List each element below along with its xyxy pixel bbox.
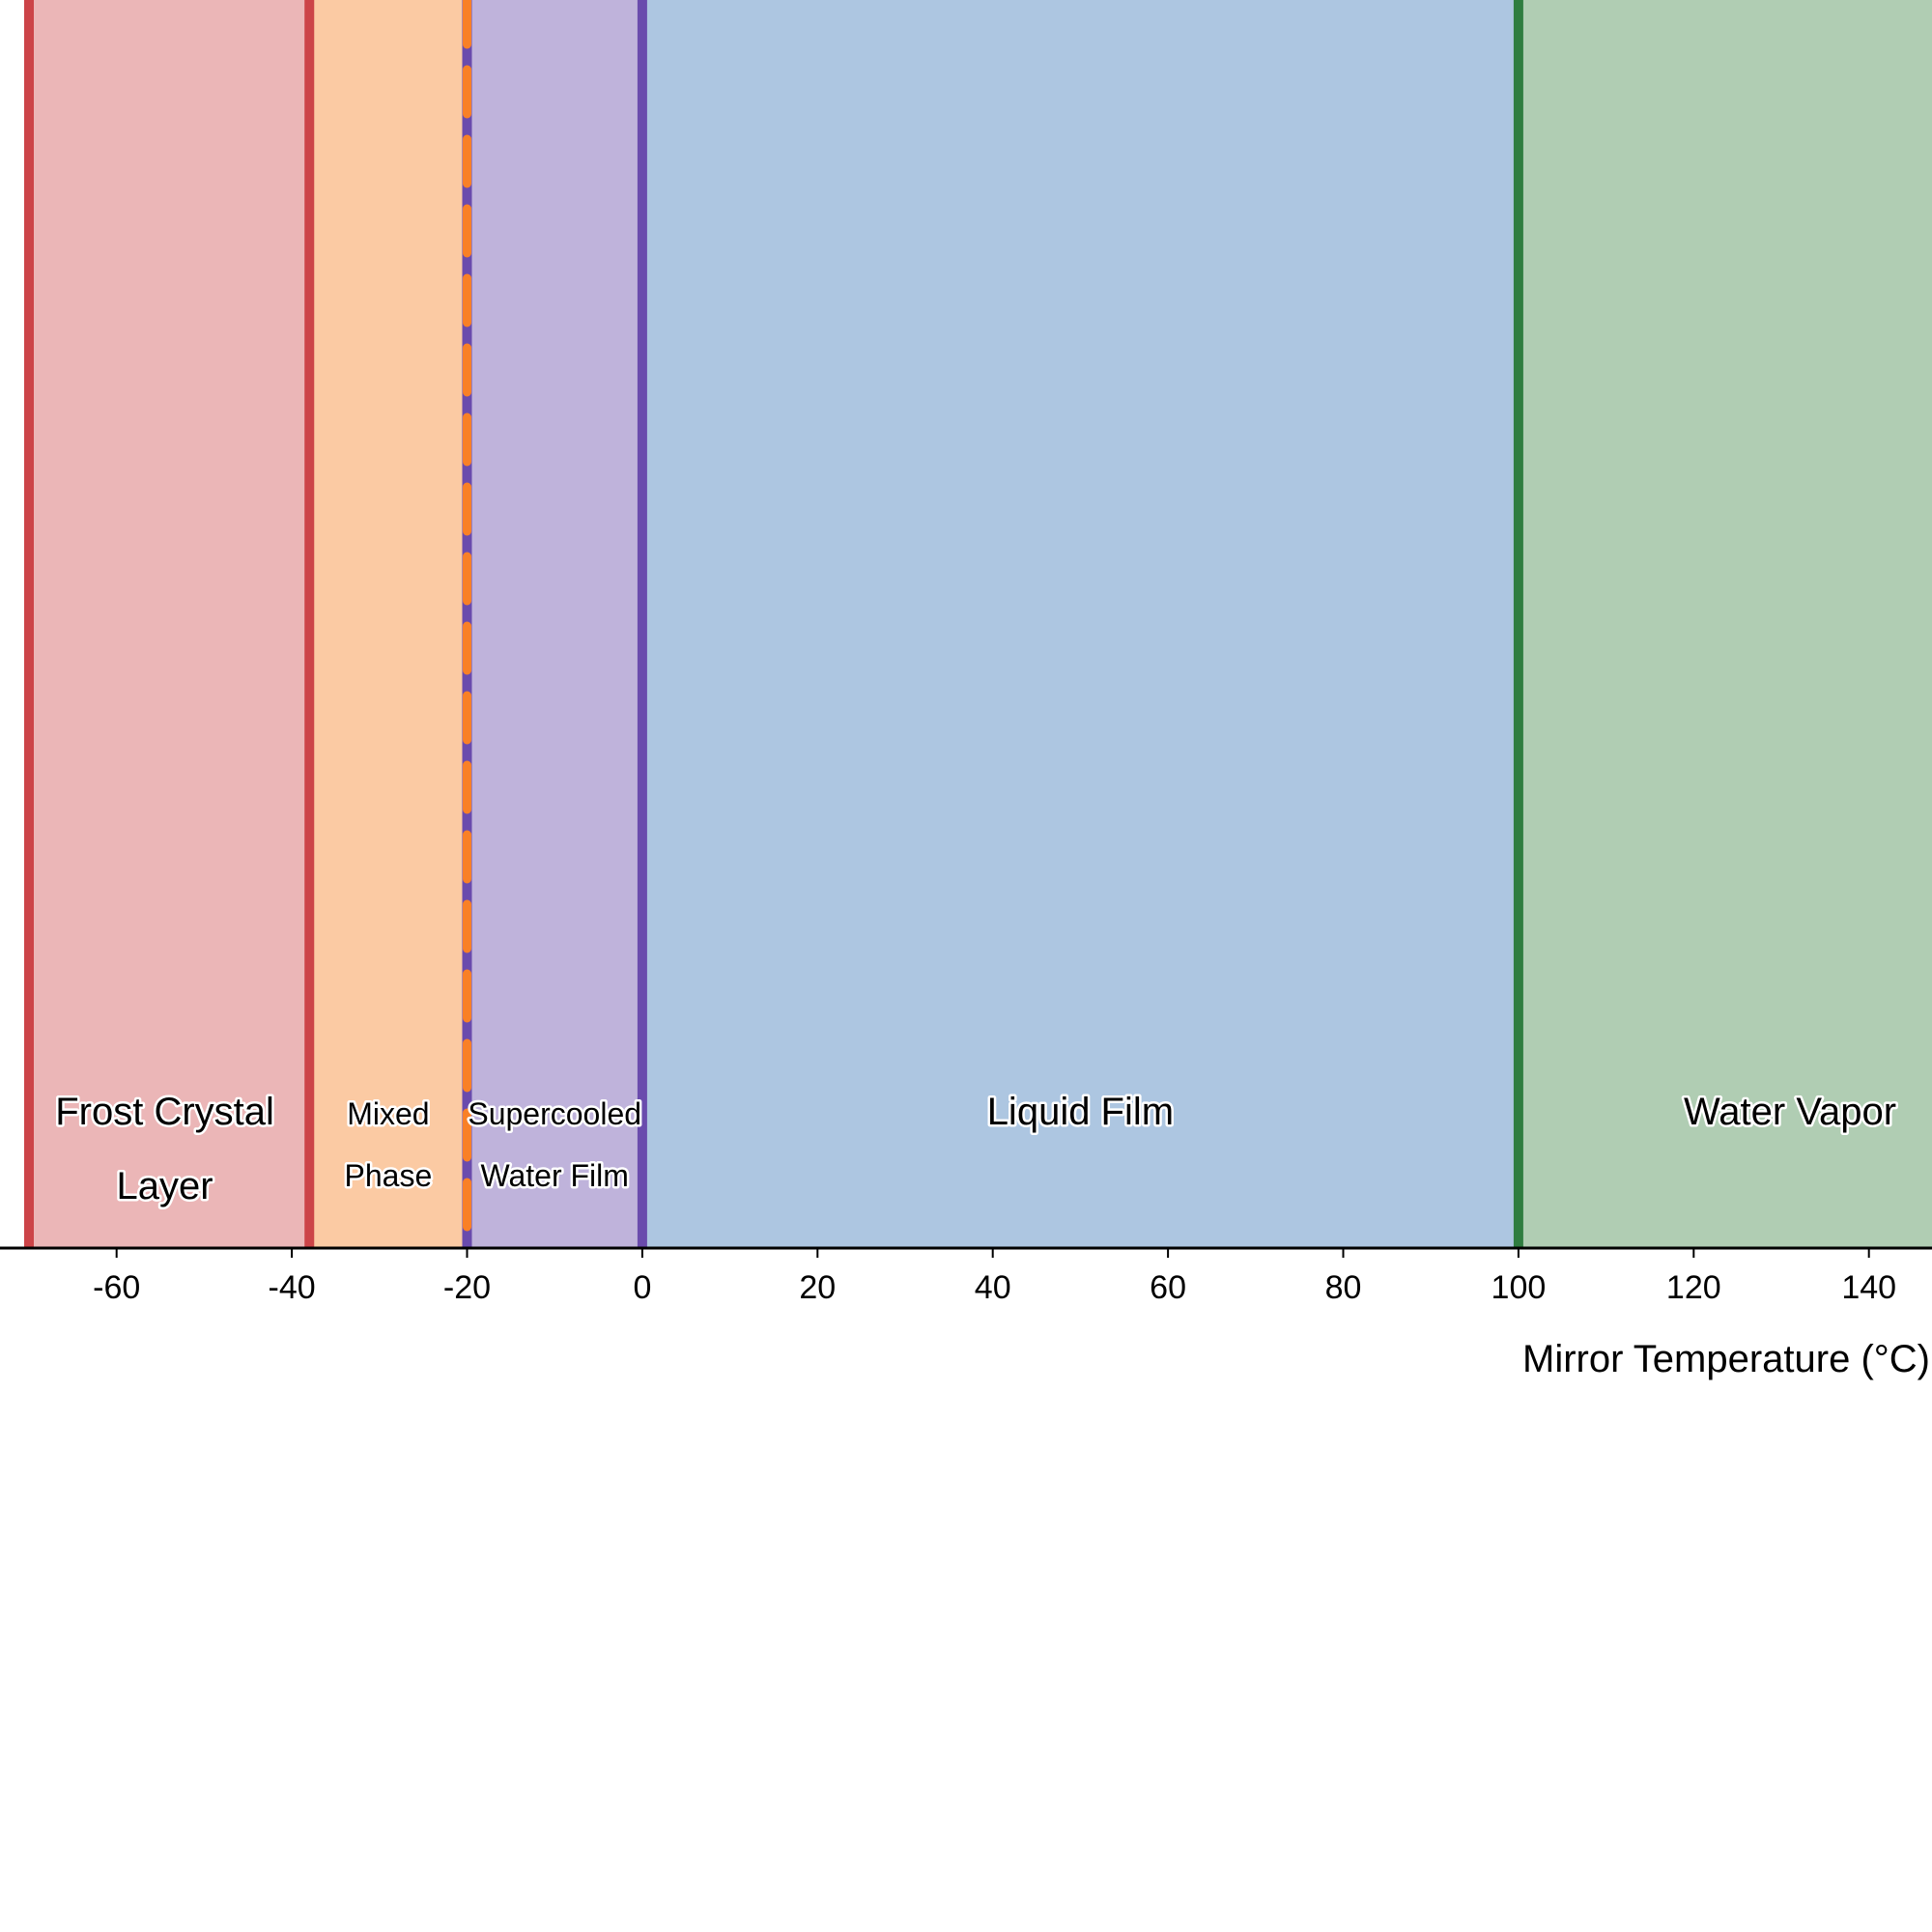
x-tick-label-6: 60: [1150, 1269, 1186, 1306]
x-tick-label-9: 120: [1666, 1269, 1721, 1306]
x-tick-label-5: 40: [975, 1269, 1011, 1306]
x-tick-label-3: 0: [633, 1269, 651, 1306]
region-label-water-vapor-line-0: Water Vapor: [1684, 1091, 1896, 1133]
x-tick-label-7: 80: [1325, 1269, 1362, 1306]
region-label-supercooled-water-film-line-0: Supercooled: [468, 1096, 641, 1131]
region-label-frost-crystal-layer-line-0: Frost Crystal: [55, 1091, 274, 1133]
x-axis-title: Mirror Temperature (°C): [1522, 1338, 1930, 1380]
region-supercooled-water-film: [467, 0, 642, 1248]
x-axis-ticks: -60 -40 -20 0 20 40 60 80 100 120 140: [93, 1248, 1896, 1306]
x-tick-label-1: -40: [269, 1269, 316, 1306]
region-label-frost-crystal-layer-line-1: Layer: [117, 1165, 213, 1208]
region-label-mixed-phase-line-0: Mixed: [347, 1096, 429, 1131]
region-liquid-film: [641, 0, 1519, 1248]
region-label-mixed-phase-line-1: Phase: [345, 1158, 433, 1193]
region-frost-crystal-layer: [29, 0, 310, 1248]
region-label-supercooled-water-film-line-1: Water Film: [480, 1158, 628, 1193]
region-water-vapor: [1518, 0, 1932, 1248]
x-tick-label-0: -60: [93, 1269, 140, 1306]
region-mixed-phase: [309, 0, 468, 1248]
x-tick-label-8: 100: [1492, 1269, 1547, 1306]
region-label-liquid-film-line-0: Liquid Film: [987, 1091, 1174, 1133]
x-tick-label-2: -20: [443, 1269, 491, 1306]
x-tick-label-4: 20: [799, 1269, 836, 1306]
regions-layer: [29, 0, 1932, 1248]
boundary-lines-layer: [24, 0, 1523, 1253]
region-labels-layer: Frost Crystal Layer Mixed Phase Supercooled W…: [53, 1089, 1899, 1210]
x-tick-label-10: 140: [1841, 1269, 1896, 1306]
